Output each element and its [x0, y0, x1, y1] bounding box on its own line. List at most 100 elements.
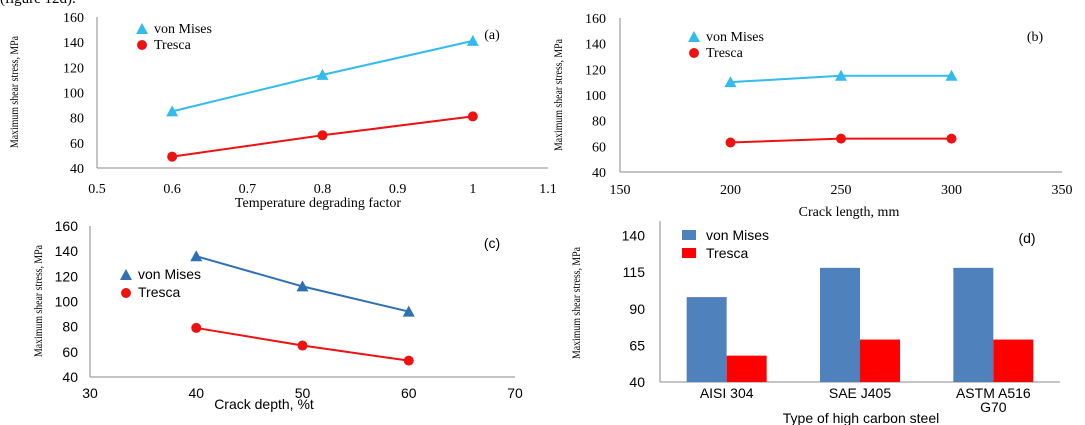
- y-tick-label: 160: [63, 11, 84, 26]
- data-point: [835, 69, 847, 81]
- figure-caption: (figure 12d).: [0, 0, 76, 8]
- legend-marker: [136, 23, 148, 34]
- y-tick-label: 120: [63, 61, 84, 76]
- data-point: [466, 34, 479, 46]
- chart-panel-3: 40 60 80 100 120 140 160 Maximum shear stress, …: [32, 218, 523, 412]
- data-point: [724, 76, 737, 88]
- x-axis-label: Type of high carbon steel: [783, 410, 939, 425]
- x-axis-label: Crack length, mm: [799, 205, 900, 220]
- legend-label: Tresca: [138, 284, 180, 300]
- x-tick-label: 60: [401, 385, 417, 401]
- x-tick-label: 30: [82, 385, 98, 401]
- y-tick-label: 120: [585, 63, 606, 78]
- legend-marker: [689, 48, 699, 58]
- legend-label: Tresca: [706, 245, 748, 261]
- legend-swatch: [682, 230, 696, 240]
- x-tick-label: 200: [720, 183, 741, 198]
- y-tick-label: 100: [63, 87, 84, 102]
- bar: [726, 355, 767, 382]
- y-tick-label: 120: [55, 268, 79, 284]
- y-axis-label: Maximum shear stress, MPa: [570, 247, 583, 359]
- x-tick-label: ASTM A516: [956, 385, 1031, 401]
- chart-panel-1: 40 60 80 100 120 140 160 Maximum shear stress, …: [8, 11, 557, 211]
- bar: [953, 267, 994, 382]
- y-tick-label: 60: [62, 344, 78, 360]
- data-point: [836, 133, 846, 144]
- y-tick-label: 115: [623, 264, 646, 280]
- legend-label: von Mises: [706, 227, 769, 243]
- bar: [860, 339, 900, 382]
- y-tick-label: 80: [592, 115, 606, 130]
- legend-label: von Mises: [706, 30, 764, 45]
- panel-label: (c): [484, 235, 500, 251]
- y-tick-label: 90: [629, 301, 645, 317]
- legend-swatch: [682, 248, 696, 258]
- data-point: [190, 250, 203, 262]
- y-tick-label: 80: [70, 112, 84, 127]
- legend-label: Tresca: [154, 38, 192, 53]
- data-point: [945, 69, 958, 81]
- x-tick-label: 0.9: [389, 182, 407, 197]
- x-tick-label: 0.6: [163, 182, 181, 197]
- bar: [686, 297, 727, 382]
- y-tick-label: 60: [70, 137, 84, 152]
- x-tick-label: 70: [507, 385, 523, 401]
- y-tick-label: 160: [585, 12, 606, 27]
- y-tick-label: 100: [55, 294, 79, 310]
- x-tick-label: AISI 304: [700, 385, 754, 401]
- chart-panel-4: 40 65 90 115 140 Maximum shear stress, MPa Typ…: [570, 221, 1060, 425]
- bar: [820, 267, 860, 382]
- chart-panel-2: 40 60 80 100 120 140 160 Maximum shear stress, …: [552, 12, 1072, 220]
- x-tick-label: 350: [1052, 183, 1073, 198]
- y-axis-label: Maximum shear stress, MPa: [32, 245, 45, 357]
- y-tick-label: 80: [62, 319, 78, 335]
- y-tick-label: 160: [55, 218, 79, 234]
- x-tick-label: 250: [831, 183, 852, 198]
- y-tick-label: 140: [55, 243, 79, 259]
- legend-marker: [121, 288, 131, 298]
- y-axis-label: Maximum shear stress, MPa: [552, 39, 565, 151]
- data-point: [191, 322, 202, 333]
- x-axis-label: Crack depth, %t: [214, 396, 314, 412]
- y-tick-label: 40: [70, 162, 84, 177]
- data-point: [725, 137, 736, 148]
- legend-label: Tresca: [706, 46, 744, 61]
- data-point: [946, 133, 957, 144]
- data-point: [467, 111, 478, 122]
- panel-label: (a): [484, 28, 500, 43]
- data-point: [296, 280, 309, 292]
- data-point: [167, 151, 178, 162]
- x-tick-label: 1: [469, 182, 476, 197]
- x-tick-label: SAE J405: [829, 385, 891, 401]
- data-point: [402, 305, 415, 317]
- bar: [993, 339, 1034, 382]
- y-tick-label: 140: [63, 36, 84, 51]
- x-tick-label: 0.5: [88, 182, 106, 197]
- x-tick-label: 40: [188, 385, 204, 401]
- legend-label: von Mises: [154, 22, 212, 37]
- y-tick-label: 40: [592, 166, 606, 181]
- x-tick-label: 50: [295, 385, 311, 401]
- x-tick-label: G70: [980, 399, 1007, 415]
- data-point: [317, 130, 328, 141]
- x-tick-label: 1.1: [539, 182, 557, 197]
- x-tick-label: 0.7: [239, 182, 257, 197]
- legend-marker: [120, 269, 132, 280]
- legend-label: von Mises: [138, 266, 201, 282]
- y-tick-label: 65: [629, 337, 645, 353]
- x-axis-label: Temperature degrading factor: [235, 196, 401, 211]
- panel-label: (d): [1018, 230, 1035, 246]
- x-tick-label: 150: [610, 183, 631, 198]
- panel-label: (b): [1027, 30, 1044, 45]
- y-tick-label: 140: [622, 228, 646, 244]
- y-tick-label: 100: [585, 89, 606, 104]
- y-axis-label: Maximum shear stress, MPa: [8, 36, 21, 148]
- data-point: [166, 105, 179, 117]
- legend-marker: [137, 40, 147, 50]
- data-point: [403, 355, 414, 366]
- y-tick-label: 140: [585, 38, 606, 53]
- y-tick-label: 40: [629, 374, 645, 390]
- legend-marker: [688, 31, 700, 42]
- y-tick-label: 60: [592, 140, 606, 155]
